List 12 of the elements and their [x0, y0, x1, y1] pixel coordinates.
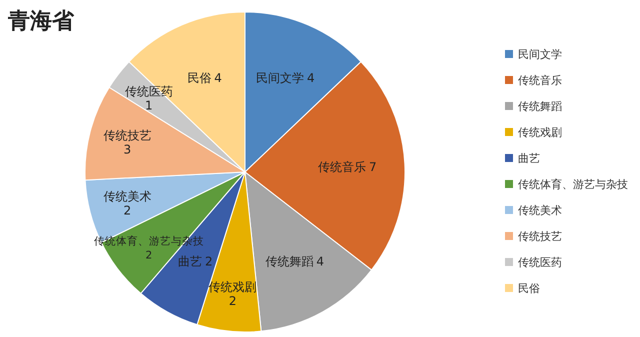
legend-label: 传统美术 [518, 204, 562, 217]
legend-label: 曲艺 [518, 152, 540, 165]
chart-title: 青海省 [7, 9, 75, 34]
legend-label: 民俗 [518, 282, 540, 295]
legend-label: 传统体育、游艺与杂技 [518, 178, 628, 191]
legend-label: 传统技艺 [518, 230, 562, 243]
legend-label: 传统音乐 [518, 74, 562, 87]
data-label: 2 [146, 249, 152, 262]
legend-label: 民间文学 [518, 48, 562, 61]
legend-label: 传统戏剧 [518, 126, 562, 139]
legend-label: 传统医药 [518, 256, 562, 269]
legend-label: 传统舞蹈 [518, 100, 562, 113]
